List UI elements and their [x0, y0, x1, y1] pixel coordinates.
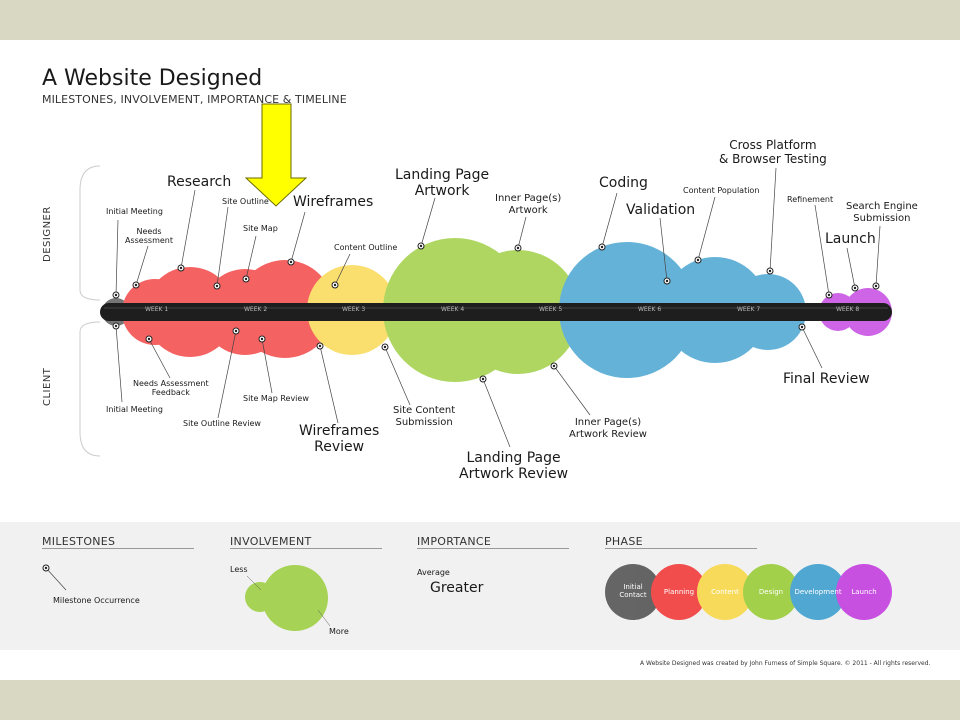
milestone-site-map: Site Map	[243, 224, 278, 233]
week-label: WEEK 2	[244, 306, 268, 313]
legend-importance-heading: IMPORTANCE	[417, 535, 492, 548]
milestone-refinement: Refinement	[787, 195, 834, 204]
milestone-validation: Validation	[626, 202, 696, 218]
legend-involvement-less: Less	[230, 565, 248, 574]
milestone-research: Research	[167, 174, 232, 190]
milestone-needs-assessment-feedback: Needs Assessment Feedback	[133, 379, 209, 398]
milestone-content-population: Content Population	[683, 186, 760, 195]
phase-initial-contact: Initial Contact	[619, 583, 647, 599]
phase-planning: Planning	[663, 588, 695, 596]
legend-divider	[417, 548, 569, 549]
milestone-coding: Coding	[599, 175, 648, 191]
designer-side-label: DESIGNER	[42, 206, 53, 262]
legend-involvement-heading: INVOLVEMENT	[230, 535, 312, 548]
footer-credit: A Website Designed was created by John F…	[640, 660, 931, 667]
milestone-cross-platform: Cross Platform & Browser Testing	[719, 138, 827, 166]
milestone-wireframes-review: Wireframes Review	[299, 423, 380, 456]
phase-development: Development	[794, 588, 842, 596]
legend-divider	[230, 548, 382, 549]
phase-launch: Launch	[851, 588, 877, 596]
legend-divider	[605, 548, 757, 549]
milestone-content-outline: Content Outline	[334, 243, 398, 252]
milestone-site-outline: Site Outline	[222, 197, 269, 206]
milestone-landing-page-artwork-review: Landing Page Artwork Review	[459, 450, 569, 483]
week-label: WEEK 6	[638, 306, 662, 313]
legend-milestone-marker	[42, 564, 67, 591]
legend-milestone-occurrence: Milestone Occurrence	[53, 596, 140, 605]
milestone-launch: Launch	[825, 231, 876, 247]
legend-involvement-circles	[245, 565, 331, 631]
milestone-inner-pages-artwork: Inner Page(s) Artwork	[495, 193, 562, 216]
phase-content: Content	[711, 588, 739, 596]
legend-milestones-heading: MILESTONES	[42, 535, 116, 548]
week-label: WEEK 3	[342, 306, 366, 313]
week-label: WEEK 1	[145, 306, 169, 313]
legend-divider	[42, 548, 194, 549]
week-label: WEEK 8	[836, 306, 860, 313]
client-side-label: CLIENT	[42, 367, 53, 406]
page-title: A Website Designed	[42, 66, 263, 91]
legend-importance-average: Average	[417, 568, 450, 577]
milestone-landing-page-artwork: Landing Page Artwork	[395, 167, 490, 200]
legend-involvement-more: More	[329, 627, 349, 636]
legend-phase-heading: PHASE	[605, 535, 643, 548]
milestone-site-map-review: Site Map Review	[243, 394, 309, 403]
background-bottom	[0, 680, 960, 720]
milestone-site-outline-review: Site Outline Review	[183, 419, 261, 428]
page-subtitle: MILESTONES, INVOLVEMENT, IMPORTANCE & TI…	[42, 93, 347, 106]
week-label: WEEK 5	[539, 306, 563, 313]
yellow-arrow	[244, 103, 308, 207]
week-label: WEEK 4	[441, 306, 465, 313]
milestone-wireframes: Wireframes	[293, 194, 374, 210]
milestone-search-engine-submission: Search Engine Submission	[846, 201, 918, 224]
phase-design: Design	[758, 588, 784, 596]
milestone-final-review: Final Review	[783, 371, 870, 387]
milestone-needs-assessment: Needs Assessment	[125, 227, 173, 246]
milestone-inner-pages-artwork-review: Inner Page(s) Artwork Review	[569, 417, 647, 440]
milestone-site-content-submission: Site Content Submission	[393, 405, 456, 428]
milestone-initial-meeting: Initial Meeting	[106, 207, 163, 216]
week-label: WEEK 7	[737, 306, 761, 313]
background-top	[0, 0, 960, 40]
client-bracket	[79, 321, 101, 457]
milestone-client-initial-meeting: Initial Meeting	[106, 405, 163, 414]
legend-phase-circles	[605, 564, 892, 620]
legend-importance-greater: Greater	[430, 580, 484, 596]
designer-bracket	[79, 165, 101, 301]
timeline-bar	[100, 303, 892, 321]
footer-band	[0, 650, 960, 680]
